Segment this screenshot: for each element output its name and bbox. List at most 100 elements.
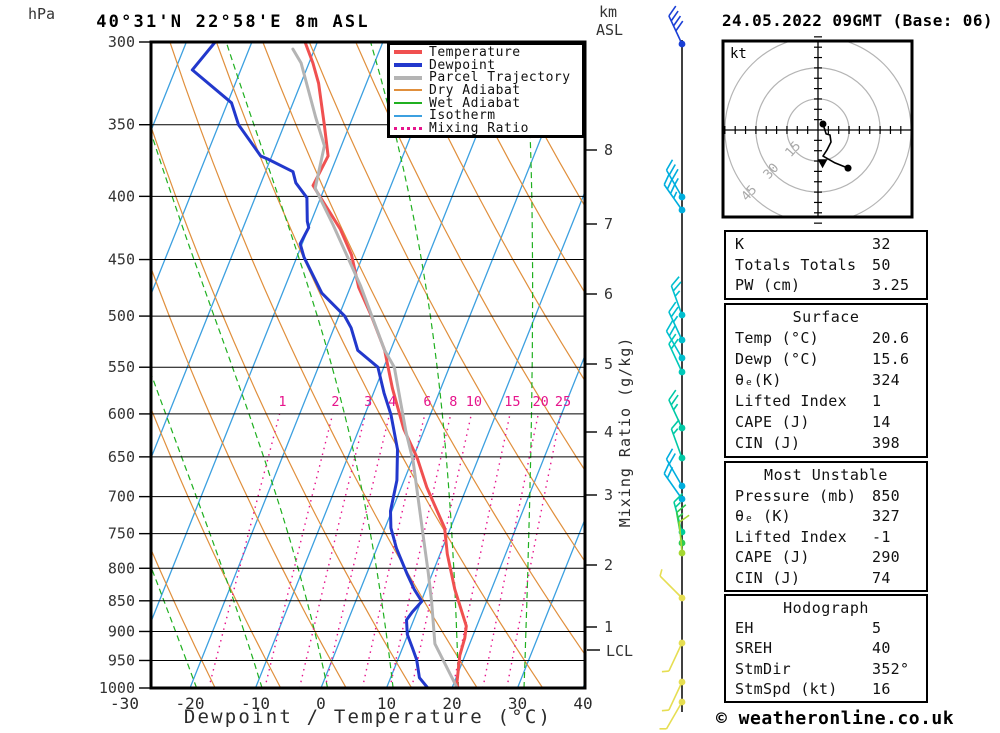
wind-station-dot	[678, 482, 686, 490]
wind-barb-feather	[666, 177, 674, 190]
table-row-label: θₑ (K)	[735, 507, 791, 525]
wind-station-dot	[678, 549, 686, 557]
mixing-ratio-line	[482, 413, 539, 688]
temp-tick-label: 30	[508, 694, 527, 713]
legend-item-label: Parcel Trajectory	[429, 70, 571, 86]
wind-barb-feather	[670, 338, 679, 350]
temp-tick-label: 40	[573, 694, 592, 713]
dry-adiabat-line	[151, 124, 413, 688]
table-row-value: 327	[872, 507, 900, 525]
pressure-unit-label: hPa	[28, 5, 55, 23]
wind-barb-feather	[668, 453, 676, 465]
table-row: θₑ(K) 324	[735, 370, 926, 391]
wind-barb-feather	[665, 159, 674, 171]
legend-item-label: Temperature	[429, 44, 521, 60]
temp-tick-label: 10	[377, 694, 396, 713]
table-row-value: 14	[872, 413, 891, 431]
wind-barb-half-feather	[674, 290, 681, 297]
wind-station-dot	[678, 206, 686, 214]
wind-station-dot	[678, 336, 686, 344]
wind-barb-feather	[670, 394, 679, 406]
table-row: CAPE (J) 290	[735, 547, 926, 568]
legend-line-sample	[394, 102, 422, 105]
dry-adiabat-line	[151, 547, 216, 688]
table-row-label: Pressure (mb)	[735, 486, 857, 505]
table-row: EH 5	[735, 618, 926, 638]
km-tick-label: 4	[604, 423, 613, 441]
wind-barb-feather	[672, 281, 682, 292]
wind-station-dot	[678, 424, 686, 432]
table-row-label: CAPE (J)	[735, 413, 810, 431]
table-row-value: 352°	[872, 659, 910, 678]
isobar-grid	[151, 41, 585, 689]
km-tick-label: 3	[604, 486, 613, 504]
mixing-ratio-value-label: 4	[388, 394, 396, 410]
mixing-ratio-value-label: 1	[278, 394, 286, 410]
stats-table-hodograph: Hodograph EH 5 SREH 40 StmDir 352° StmSpd (kt) 1…	[724, 594, 928, 703]
table-header: Hodograph	[783, 599, 869, 617]
km-tick-label: 2	[604, 556, 613, 574]
isotherm-line	[151, 42, 319, 460]
table-row: Dewp (°C) 15.6	[735, 349, 926, 370]
stats-table-most-unstable: Most Unstable Pressure (mb) 850 θₑ (K) 327 Li…	[724, 461, 928, 592]
wind-barb-shaft	[665, 701, 683, 730]
wind-barb-feather	[668, 5, 677, 17]
table-row-value: 398	[872, 434, 900, 452]
wind-barb	[670, 419, 686, 462]
table-row-label: EH	[735, 619, 754, 638]
pressure-tick-label: 550	[108, 358, 135, 376]
page-title: 40°31'N 22°58'E 8m ASL	[96, 12, 370, 32]
table-row-value: 5	[872, 619, 882, 638]
wind-barb	[661, 639, 686, 673]
legend-item-label: Isotherm	[429, 108, 496, 124]
wind-station-dot	[678, 368, 686, 376]
pressure-tick-label: 600	[108, 405, 135, 423]
pressure-tick-label: 300	[108, 33, 135, 51]
storm-motion-marker	[817, 159, 828, 169]
pressure-tick-label: 950	[108, 651, 135, 669]
pressure-tick-label: 500	[108, 307, 135, 325]
dry-adiabat-line	[215, 42, 544, 688]
axes-ticks-labels: 1 2 3 4 6 8 10 15 20 2530035040045050055060065070…	[99, 33, 613, 713]
wind-station-dot	[678, 354, 686, 362]
table-header: Surface	[792, 308, 860, 326]
pressure-tick-label: 650	[108, 448, 135, 466]
table-row-value: 74	[872, 568, 891, 587]
wind-station-dot	[678, 193, 686, 201]
wind-barb	[659, 569, 686, 602]
table-row: StmDir 352°	[735, 659, 926, 679]
table-row-value: 324	[872, 371, 900, 389]
legend-item-label: Dry Adiabat	[429, 82, 521, 98]
table-row-value: 1	[872, 392, 882, 410]
hodograph-ring-label: 30	[761, 161, 783, 183]
table-row: CAPE (J) 14	[735, 412, 926, 433]
table-row-label: StmSpd (kt)	[735, 679, 838, 698]
table-row-value: 50	[872, 255, 891, 274]
plot-border	[149, 40, 587, 690]
table-row-label: SREH	[735, 639, 773, 658]
table-row-label: Lifted Index	[735, 527, 847, 546]
table-row-value: -1	[872, 527, 891, 546]
isotherm-line	[254, 42, 515, 688]
km-unit-label: km	[599, 3, 617, 21]
table-row-value: 3.25	[872, 276, 910, 295]
wind-barb-column	[659, 5, 690, 730]
wind-barb-feather	[665, 448, 674, 460]
copyright: © weatheronline.co.uk	[716, 708, 954, 729]
wind-barb-half-feather	[672, 428, 679, 435]
wind-barb	[663, 173, 686, 214]
stats-table-surface: Surface Temp (°C) 20.6 Dewp (°C) 15.6 θₑ(K) 32…	[724, 303, 928, 458]
mixing-ratio-value-label: 2	[331, 394, 339, 410]
wind-barb	[678, 514, 690, 557]
pressure-tick-label: 450	[108, 251, 135, 269]
table-row-label: Temp (°C)	[735, 329, 819, 347]
wind-barb-feather	[666, 466, 674, 479]
mixing-ratio-line	[264, 413, 334, 688]
table-row: Totals Totals 50	[735, 255, 926, 276]
table-header: Most Unstable	[764, 466, 888, 484]
wind-barb-feather	[670, 306, 679, 318]
wind-barb-feather	[672, 15, 682, 27]
